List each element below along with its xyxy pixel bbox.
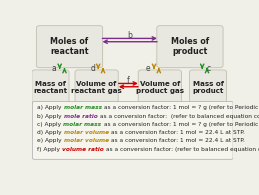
Text: a) Apply: a) Apply — [37, 105, 64, 110]
Text: f) Apply: f) Apply — [37, 147, 62, 152]
Text: as a conversion factor: 1 mol = ? g (refer to Periodic table).: as a conversion factor: 1 mol = ? g (ref… — [102, 122, 259, 127]
Text: molar volume: molar volume — [64, 130, 109, 135]
Text: a: a — [52, 64, 56, 73]
Text: Mass of
product: Mass of product — [192, 81, 224, 94]
FancyBboxPatch shape — [36, 26, 103, 68]
Text: b: b — [127, 31, 132, 40]
Text: e) Apply: e) Apply — [37, 138, 64, 144]
Text: c: c — [206, 64, 211, 73]
Text: Moles of
product: Moles of product — [171, 37, 209, 56]
Text: b) Apply: b) Apply — [37, 114, 64, 119]
Text: as a conversion factor:  (refer to balanced equation coefficient).: as a conversion factor: (refer to balanc… — [98, 114, 259, 119]
Text: molar volume: molar volume — [64, 138, 109, 144]
FancyBboxPatch shape — [189, 70, 227, 105]
Text: Volume of
reactant gas: Volume of reactant gas — [71, 81, 122, 94]
Text: as a conversion factor: 1 mol = 22.4 L at STP.: as a conversion factor: 1 mol = 22.4 L a… — [109, 138, 245, 144]
FancyBboxPatch shape — [32, 70, 69, 105]
Text: Mass of
reactant: Mass of reactant — [33, 81, 68, 94]
Text: e: e — [146, 64, 151, 73]
Text: volume ratio: volume ratio — [62, 147, 104, 152]
Text: molar mass: molar mass — [64, 105, 102, 110]
Text: molar mass: molar mass — [63, 122, 102, 127]
FancyBboxPatch shape — [157, 26, 223, 68]
Text: as a conversion factor: 1 mol = ? g (refer to Periodic table).: as a conversion factor: 1 mol = ? g (ref… — [102, 105, 259, 110]
FancyBboxPatch shape — [138, 70, 181, 105]
Text: f: f — [127, 76, 130, 85]
Text: Moles of
reactant: Moles of reactant — [50, 37, 89, 56]
Text: Volume of
product gas: Volume of product gas — [136, 81, 184, 94]
FancyBboxPatch shape — [75, 70, 118, 105]
Text: as a conversion factor: 1 mol = 22.4 L at STP.: as a conversion factor: 1 mol = 22.4 L a… — [109, 130, 245, 135]
Text: d) Apply: d) Apply — [37, 130, 64, 135]
Text: mole ratio: mole ratio — [64, 114, 98, 119]
Text: d: d — [90, 64, 95, 73]
FancyBboxPatch shape — [32, 101, 233, 159]
Text: c) Apply: c) Apply — [37, 122, 63, 127]
Text: as a conversion factor: (refer to balanced equation coefficient).: as a conversion factor: (refer to balanc… — [104, 147, 259, 152]
